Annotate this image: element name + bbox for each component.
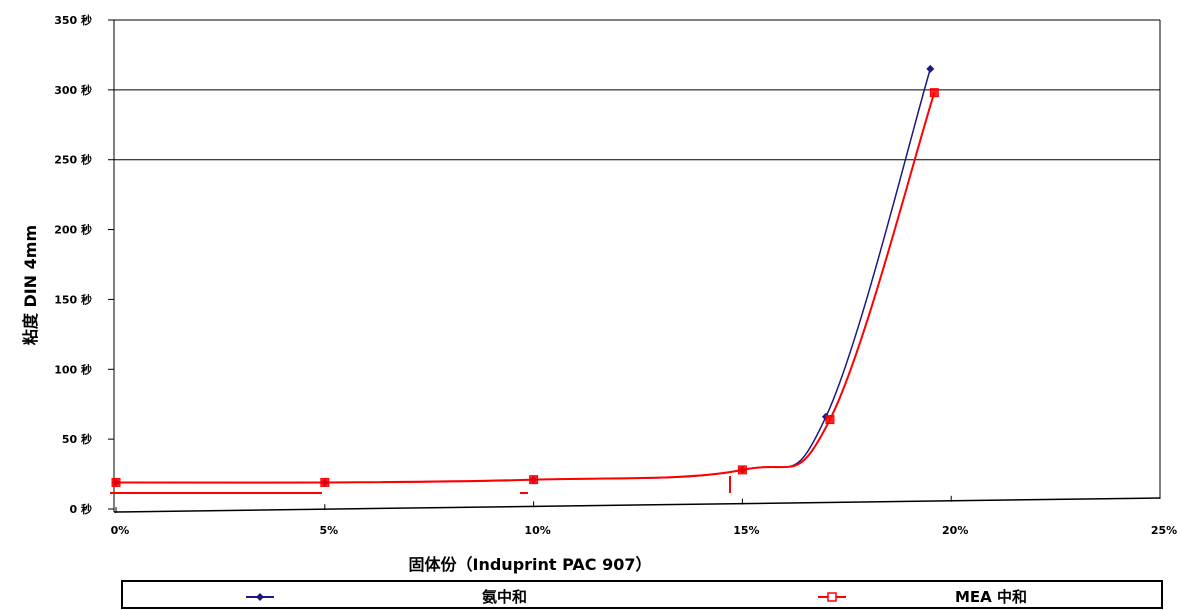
data-point-square	[737, 465, 747, 475]
y-axis-title: 粘度 DIN 4mm	[21, 225, 40, 345]
x-tick-labels: 0% 5% 10% 15% 20% 25%	[111, 493, 1177, 537]
y-tick-label: 50 秒	[62, 432, 92, 446]
gridlines	[114, 89, 1160, 161]
y-tick-labels: 0 秒 50 秒 100 秒 150 秒 200 秒 250 秒 300 秒 350 秒	[54, 13, 114, 516]
y-tick-label: 0 秒	[70, 502, 92, 516]
series-lines	[115, 68, 936, 484]
y-tick-label: 250 秒	[54, 153, 92, 167]
series-line-2	[115, 92, 936, 484]
x-tick-label: 0%	[111, 524, 130, 537]
legend: 氨中和 MEA 中和	[121, 580, 1163, 609]
y-tick-label: 100 秒	[54, 362, 92, 376]
data-point-square	[825, 415, 835, 425]
x-tick-label: 20%	[942, 524, 968, 537]
y-tick-label: 300 秒	[54, 83, 92, 97]
axes	[113, 19, 1161, 513]
data-point-square	[529, 475, 539, 485]
legend-square-icon	[827, 592, 837, 602]
series-markers	[111, 64, 939, 487]
x-tick-label: 25%	[1151, 524, 1177, 537]
data-point-square	[929, 88, 939, 98]
red-decor-marks	[110, 476, 731, 494]
y-tick-label: 150 秒	[54, 292, 92, 306]
legend-label-2: MEA 中和	[955, 588, 1027, 606]
x-tick-label: 15%	[733, 524, 759, 537]
legend-diamond-icon	[256, 593, 264, 601]
data-point-square	[320, 477, 330, 487]
x-axis-title: 固体份（Induprint PAC 907）	[409, 555, 652, 574]
series-line-1	[115, 68, 932, 484]
x-axis-line	[113, 497, 1161, 513]
x-tick-label: 10%	[524, 524, 550, 537]
y-tick-label: 200 秒	[54, 223, 92, 237]
x-tick-label: 5%	[319, 524, 338, 537]
data-point-square	[111, 477, 121, 487]
legend-box	[121, 580, 1163, 609]
data-point-diamond	[926, 64, 935, 73]
y-tick-label: 350 秒	[54, 13, 92, 27]
legend-label-1: 氨中和	[482, 588, 527, 606]
